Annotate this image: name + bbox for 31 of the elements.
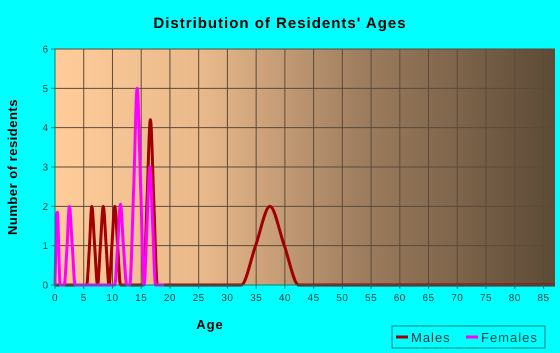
y-tick-label: 0 [42,280,48,292]
y-axis-title: Number of residents [5,99,20,235]
x-tick-label: 50 [336,293,348,304]
x-tick-label: 55 [365,293,378,304]
x-tick-label: 80 [508,293,521,304]
x-tick-label: 15 [135,293,148,304]
legend-label: Females [481,330,538,345]
chart-title: Distribution of Residents' Ages [153,15,407,32]
x-tick-label: 65 [422,293,435,304]
x-axis-title: Age [196,317,224,332]
x-tick-label: 35 [250,293,262,304]
y-tick-label: 1 [42,241,48,252]
x-tick-label: 40 [278,293,291,304]
x-tick-label: 5 [80,293,87,304]
y-tick-label: 6 [42,44,48,56]
y-tick-label: 3 [42,162,48,174]
x-tick-label: 45 [308,293,320,304]
x-tick-label: 25 [192,293,205,304]
x-tick-label: 60 [394,293,406,304]
x-tick-label: 70 [451,293,464,304]
line-series [54,86,166,286]
x-tick-label: 20 [164,293,176,304]
y-tick-label: 2 [42,202,48,213]
x-tick-label: 75 [480,293,492,304]
x-tick-label: 30 [221,293,234,304]
x-tick-label: 0 [52,293,58,304]
y-tick-label: 4 [42,123,48,134]
y-tick-label: 5 [42,84,48,95]
legend-label: Males [411,330,451,345]
x-tick-label: 10 [106,293,119,304]
x-tick-label: 85 [537,293,550,304]
